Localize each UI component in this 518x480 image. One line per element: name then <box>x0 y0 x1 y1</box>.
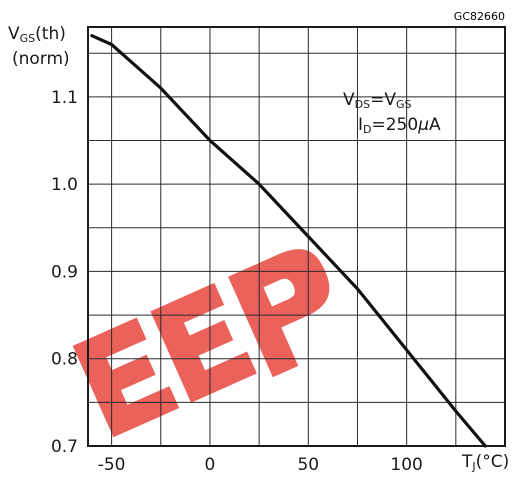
x-tick-label: 50 <box>297 455 319 475</box>
y-tick-label: 0.9 <box>51 262 78 282</box>
y-tick-label: 0.7 <box>51 437 78 457</box>
plot-frame <box>87 26 506 447</box>
x-tick-label: 100 <box>390 455 422 475</box>
watermark-letter-e2 <box>150 282 257 403</box>
x-tick-label: -50 <box>98 455 126 475</box>
y-tick-label: 1.1 <box>51 88 78 108</box>
figure-code: GC82660 <box>454 10 505 23</box>
y-axis-label-unit: (norm) <box>12 49 70 69</box>
x-axis-ticks: -50 0 50 100 <box>98 455 423 475</box>
series-line <box>90 34 487 448</box>
annotation-id: ID=250μA <box>358 115 441 136</box>
watermark-letter-e1 <box>72 317 180 438</box>
x-axis-label: TJ(°C) <box>461 452 509 473</box>
grid <box>88 27 506 446</box>
watermark-letter-p <box>228 249 330 378</box>
y-tick-label: 1.0 <box>51 175 78 195</box>
y-tick-label: 0.8 <box>51 350 78 370</box>
watermark <box>72 249 330 438</box>
y-axis-label: VGS(th) <box>8 24 66 45</box>
x-tick-label: 0 <box>205 455 216 475</box>
y-axis-ticks: 0.7 0.8 0.9 1.0 1.1 <box>51 88 78 457</box>
annotation-vds: VDS=VGS <box>343 90 411 111</box>
